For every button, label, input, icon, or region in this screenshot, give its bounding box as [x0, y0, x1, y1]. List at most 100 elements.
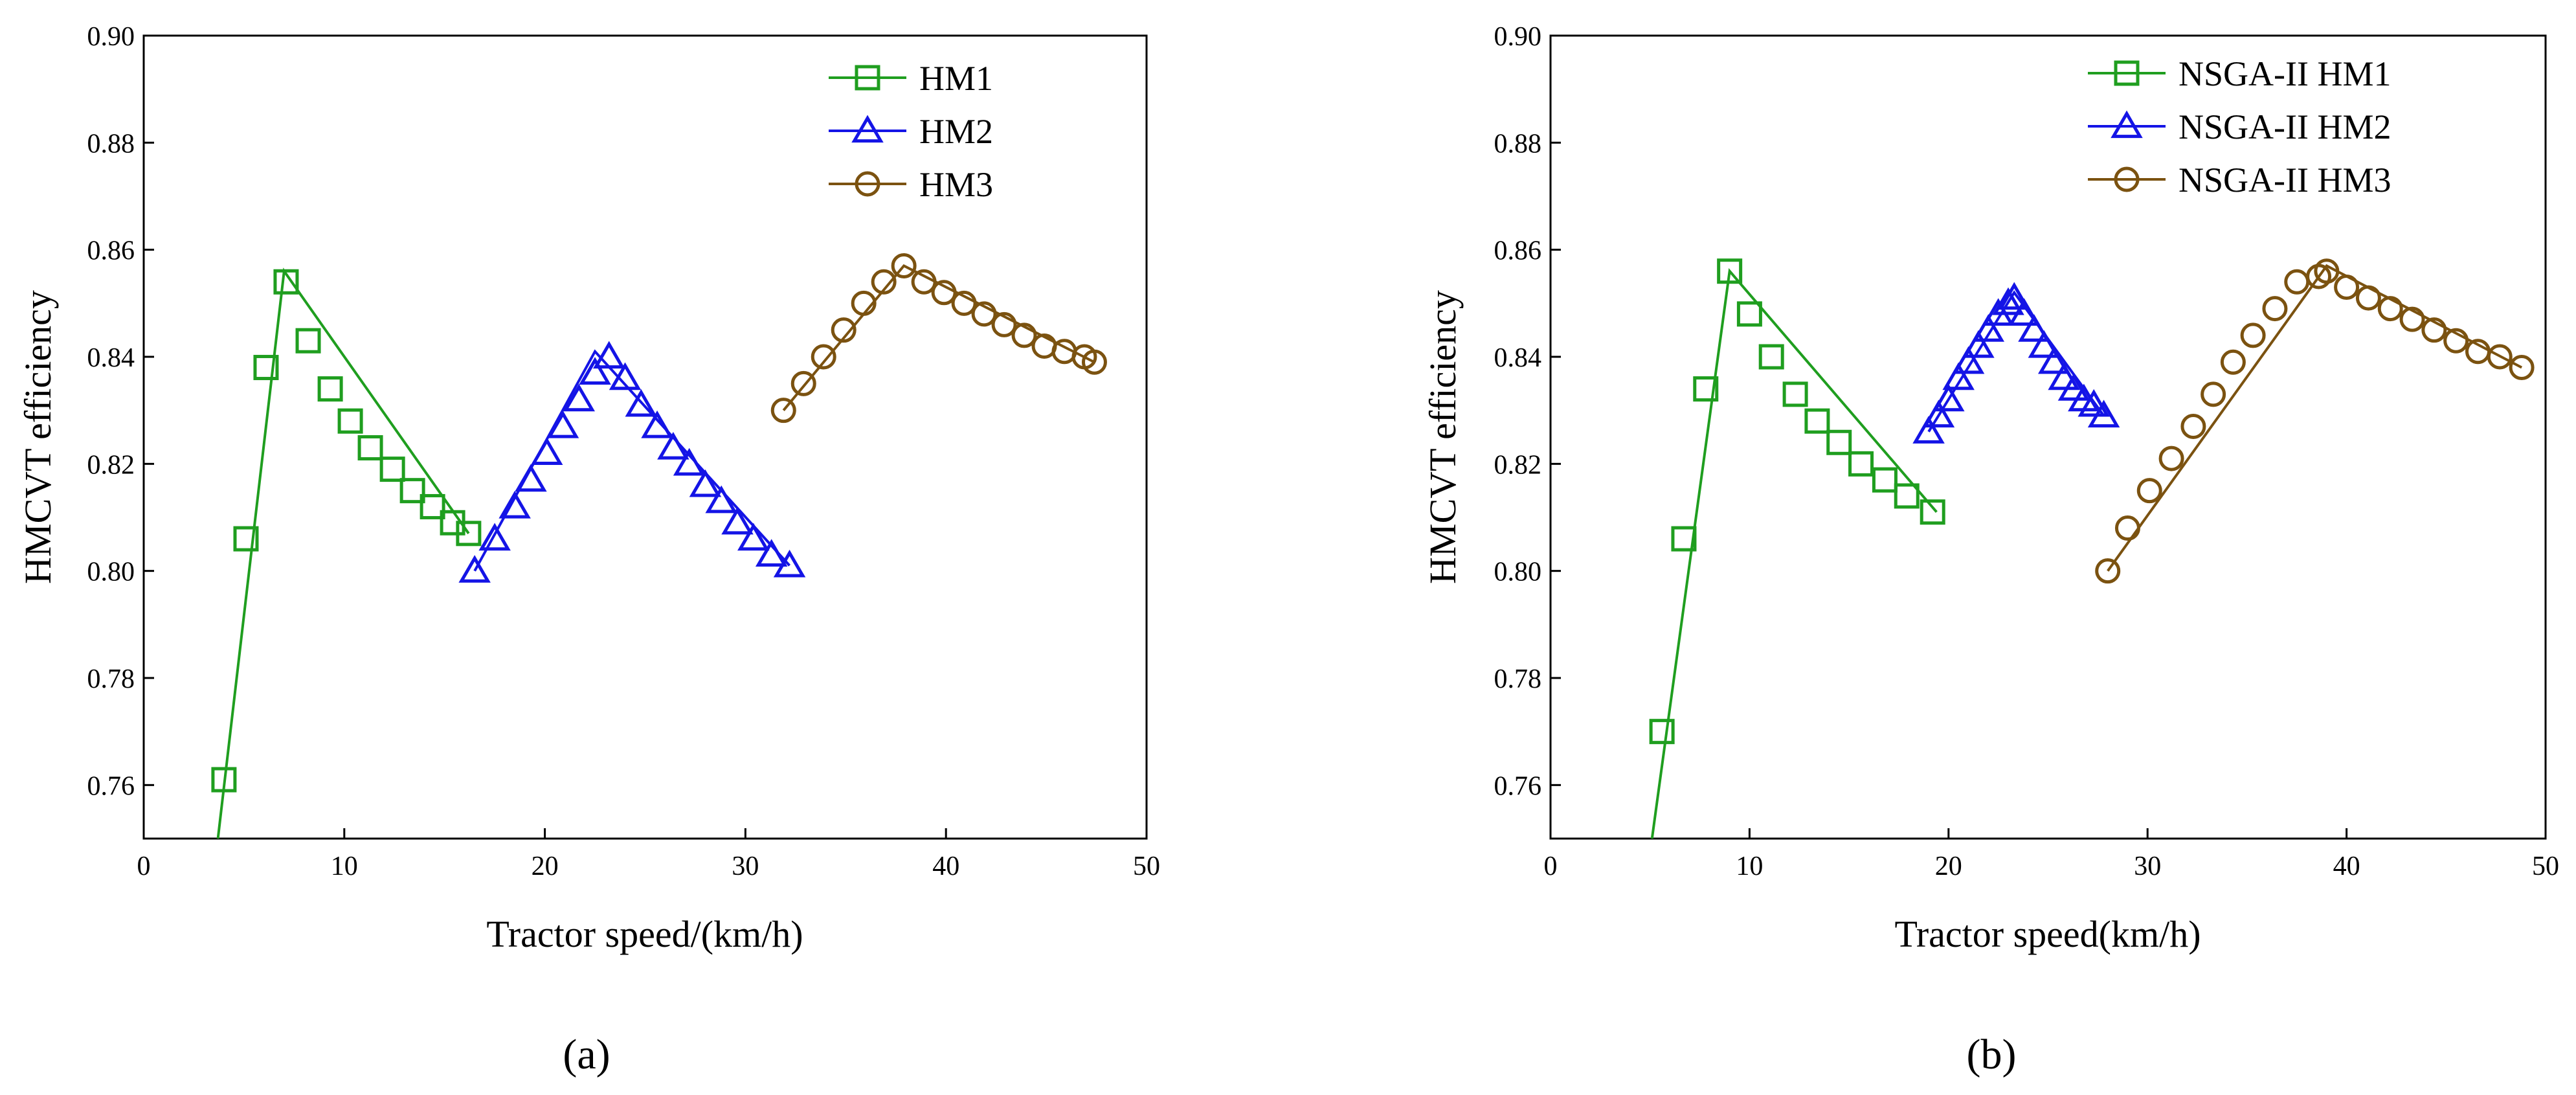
- data-point-square: [1848, 451, 1874, 477]
- y-tick-label: 0.80: [1494, 558, 1542, 587]
- data-point-square: [211, 767, 237, 793]
- data-point-square: [1736, 301, 1762, 327]
- data-point-circle: [2220, 349, 2246, 375]
- data-point-triangle: [2018, 314, 2050, 342]
- data-point-circle: [2334, 275, 2360, 300]
- data-point-circle: [790, 370, 816, 396]
- data-point-circle: [931, 280, 957, 306]
- plot-frame: [1549, 34, 2547, 840]
- data-point-square: [295, 328, 321, 354]
- legend-label: NSGA-II HM1: [2178, 54, 2391, 93]
- data-point-square: [1804, 408, 1830, 434]
- x-tick-label: 10: [1736, 852, 1763, 881]
- data-point-triangle: [2087, 400, 2120, 428]
- legend-label: HM1: [919, 59, 993, 98]
- data-point-triangle: [1998, 282, 2030, 310]
- data-point-square: [420, 493, 445, 519]
- data-point-circle: [971, 301, 997, 327]
- data-point-triangle: [2008, 298, 2041, 326]
- data-point-triangle: [1972, 314, 2005, 342]
- data-point-circle: [1011, 322, 1037, 348]
- data-point-triangle: [625, 389, 658, 417]
- data-point-square: [233, 526, 259, 552]
- data-point-triangle: [498, 490, 531, 519]
- data-point-triangle: [1962, 330, 1995, 358]
- y-tick-label: 0.76: [87, 771, 135, 801]
- data-point-circle: [851, 290, 877, 316]
- y-tick-label: 0.90: [1494, 22, 1542, 52]
- data-point-circle: [2443, 328, 2469, 354]
- data-point-circle: [911, 269, 937, 295]
- data-point-triangle: [2078, 389, 2110, 417]
- data-point-triangle: [1932, 383, 1965, 412]
- data-point-square: [1693, 376, 1719, 402]
- series-line-3: [782, 264, 1095, 411]
- data-point-circle: [2284, 269, 2310, 295]
- data-point-triangle: [546, 410, 579, 438]
- data-point-square: [253, 355, 279, 381]
- data-point-square: [337, 408, 363, 434]
- x-axis-title: Tractor speed(km/h): [1894, 913, 2201, 955]
- data-point-triangle: [530, 437, 563, 465]
- chart-panel-a: 0 10 20 30 40 50 0.76 0.78 0.80 0.82 0.84 0.86 0.88 0…: [17, 22, 1160, 1078]
- data-point-triangle: [673, 447, 706, 476]
- data-point-triangle: [1992, 287, 2024, 315]
- x-tick-label: 30: [2134, 852, 2161, 881]
- data-point-square: [1920, 499, 1945, 525]
- data-point-square: [1872, 467, 1898, 493]
- data-point-circle: [2262, 296, 2288, 322]
- x-tick-label: 40: [2333, 852, 2360, 881]
- y-axis-title: HMCVT efficiency: [17, 290, 59, 584]
- data-point-triangle: [2048, 362, 2080, 390]
- legend-marker-square: [2114, 60, 2140, 86]
- data-point-circle: [891, 253, 917, 278]
- data-point-circle: [2240, 322, 2266, 348]
- y-tick-label: 0.88: [87, 129, 135, 159]
- data-point-triangle: [689, 469, 722, 497]
- data-point-circle: [2399, 306, 2425, 332]
- x-axis-title: Tractor speed/(km/h): [486, 913, 803, 955]
- data-point-square: [399, 478, 425, 504]
- data-point-triangle: [2057, 373, 2090, 401]
- data-point-triangle: [2037, 346, 2070, 374]
- chart-panel-b: 0 10 20 30 40 50 0.76 0.78 0.80 0.82 0.84 0.86 0.88 0…: [1422, 22, 2559, 1078]
- legend-marker-circle: [2114, 166, 2140, 192]
- y-tick-label: 0.86: [1494, 236, 1542, 266]
- data-point-square: [357, 435, 383, 461]
- data-point-triangle: [515, 464, 547, 492]
- legend-label: NSGA-II HM3: [2178, 161, 2391, 199]
- y-tick-label: 0.80: [87, 558, 135, 587]
- data-point-square: [1649, 719, 1675, 745]
- axis-ticks: 0 10 20 30 40 50 0.76 0.78 0.80 0.82 0.84 0.86 0.88 0…: [87, 22, 1161, 881]
- y-axis-title: HMCVT efficiency: [1422, 290, 1464, 584]
- series-markers: [211, 253, 1107, 793]
- x-tick-label: 40: [932, 852, 959, 881]
- legend-marker-triangle: [851, 115, 884, 143]
- data-point-triangle: [641, 410, 673, 438]
- data-point-circle: [1081, 349, 1107, 375]
- data-point-triangle: [657, 431, 689, 460]
- y-tick-label: 0.78: [87, 664, 135, 694]
- data-point-triangle: [705, 485, 737, 514]
- data-point-circle: [770, 398, 796, 423]
- y-tick-label: 0.82: [87, 450, 135, 480]
- data-point-square: [456, 521, 482, 547]
- data-point-triangle: [721, 506, 754, 535]
- data-point-square: [1717, 258, 1743, 284]
- x-tick-label: 50: [2532, 852, 2559, 881]
- x-tick-label: 20: [532, 852, 559, 881]
- data-point-circle: [2377, 296, 2403, 322]
- plot-frame: [142, 34, 1148, 840]
- legend: NSGA-II HM1 NSGA-II HM2 NSGA-II HM3: [2088, 54, 2391, 199]
- data-point-circle: [2095, 558, 2121, 584]
- series-line-3: [2107, 264, 2523, 572]
- legend-marker-triangle: [2111, 110, 2143, 139]
- legend-marker-square: [855, 65, 880, 91]
- data-point-triangle: [1952, 346, 1985, 374]
- series-markers: [1649, 258, 2535, 745]
- y-tick-label: 0.84: [1494, 343, 1542, 373]
- y-tick-label: 0.84: [87, 343, 135, 373]
- series-lines: [216, 264, 1095, 839]
- data-point-triangle: [563, 383, 596, 412]
